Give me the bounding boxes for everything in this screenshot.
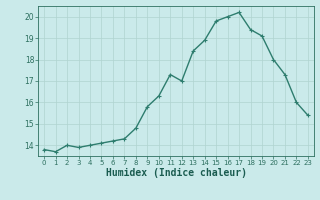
- X-axis label: Humidex (Indice chaleur): Humidex (Indice chaleur): [106, 168, 246, 178]
